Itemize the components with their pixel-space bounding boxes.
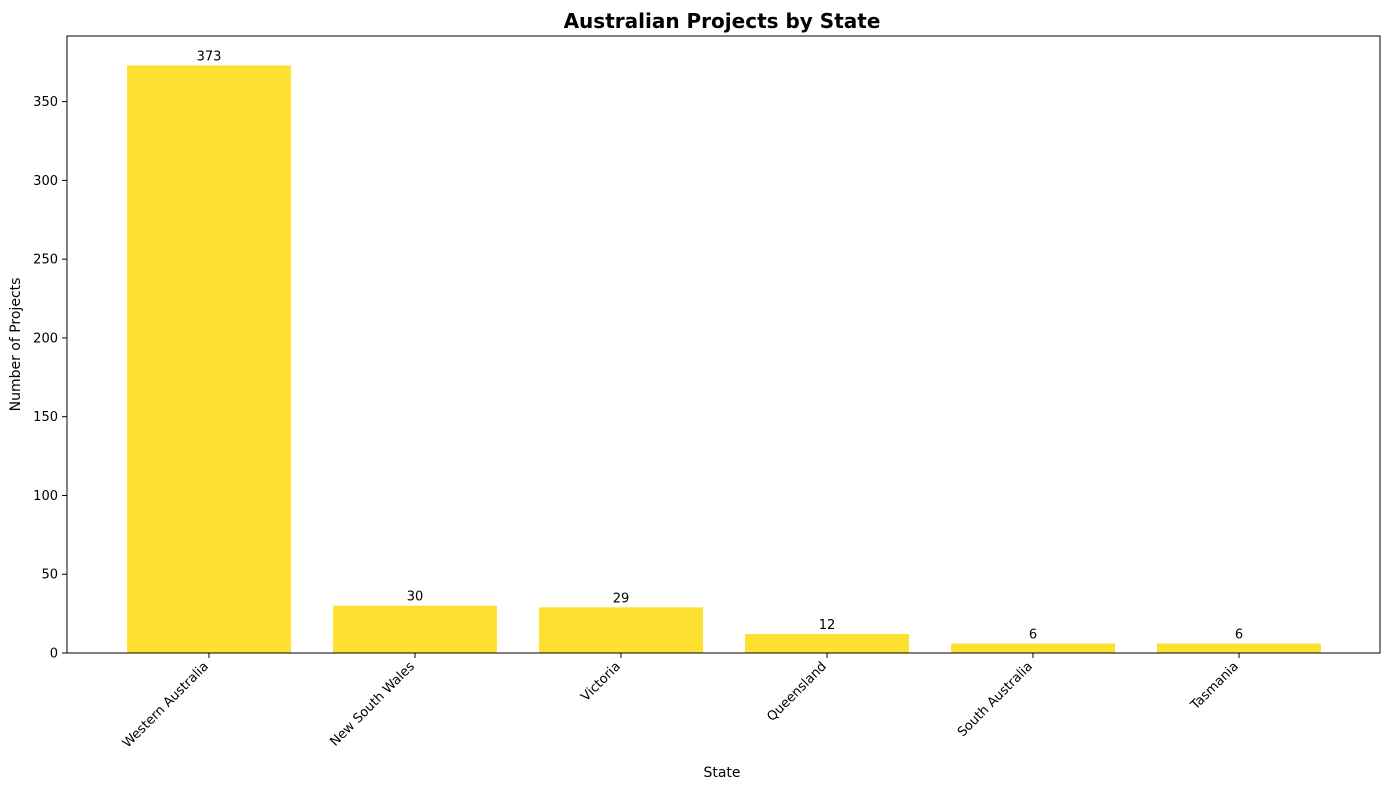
y-tick-label: 250	[33, 253, 58, 268]
bar-value-label: 12	[819, 618, 836, 633]
bars-group	[127, 65, 1321, 653]
x-tick-label: Queensland	[764, 659, 829, 724]
x-axis-label: State	[703, 765, 740, 781]
y-axis-label: Number of Projects	[8, 278, 24, 412]
bar	[127, 65, 291, 653]
bar-value-label: 373	[197, 49, 222, 64]
y-axis: 0 50 100 150 200 250 300 350	[33, 95, 67, 662]
y-tick-label: 300	[33, 174, 58, 189]
bar	[951, 643, 1115, 653]
y-tick-label: 100	[33, 489, 58, 504]
x-tick-label: Tasmania	[1187, 659, 1241, 713]
y-tick-label: 150	[33, 410, 58, 425]
bar-labels-group: 373 30 29 12 6 6	[197, 49, 1244, 642]
bar-value-label: 30	[407, 590, 424, 605]
bar-value-label: 6	[1029, 628, 1037, 643]
chart-title: Australian Projects by State	[564, 9, 881, 33]
x-tick-label: Western Australia	[120, 659, 212, 751]
x-tick-label: New South Wales	[327, 659, 418, 750]
bar	[539, 607, 703, 653]
x-tick-label: Victoria	[578, 659, 623, 704]
y-tick-label: 200	[33, 331, 58, 346]
bar	[745, 634, 909, 653]
plot-frame	[66, 35, 1381, 654]
bar	[333, 605, 497, 653]
bar-value-label: 6	[1235, 628, 1243, 643]
y-tick-label: 50	[41, 568, 58, 583]
x-tick-label: South Australia	[955, 659, 1036, 740]
bar-value-label: 29	[613, 591, 630, 606]
y-tick-label: 350	[33, 95, 58, 110]
x-axis: Western Australia New South Wales Victoria…	[120, 653, 1242, 751]
bar	[1157, 643, 1321, 653]
y-tick-label: 0	[50, 647, 58, 662]
